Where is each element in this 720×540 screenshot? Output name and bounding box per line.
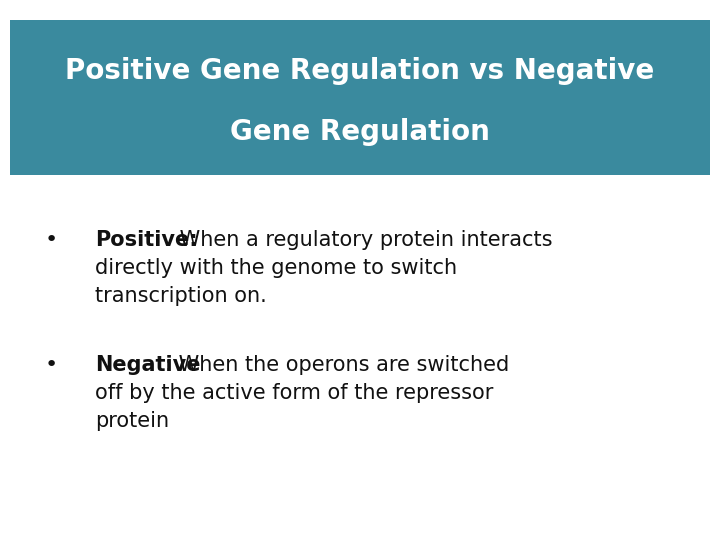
Text: : When the operons are switched: : When the operons are switched bbox=[165, 355, 509, 375]
Text: directly with the genome to switch: directly with the genome to switch bbox=[95, 258, 457, 278]
Text: •: • bbox=[45, 230, 58, 250]
Text: protein: protein bbox=[95, 411, 169, 431]
Text: Negative: Negative bbox=[95, 355, 200, 375]
Text: off by the active form of the repressor: off by the active form of the repressor bbox=[95, 383, 493, 403]
Text: •: • bbox=[45, 355, 58, 375]
Text: transcription on.: transcription on. bbox=[95, 286, 266, 306]
Text: Gene Regulation: Gene Regulation bbox=[230, 118, 490, 146]
Text: Positive:: Positive: bbox=[95, 230, 197, 250]
Text: When a regulatory protein interacts: When a regulatory protein interacts bbox=[173, 230, 552, 250]
Bar bbox=[10, 20, 710, 175]
Text: Positive Gene Regulation vs Negative: Positive Gene Regulation vs Negative bbox=[66, 57, 654, 85]
